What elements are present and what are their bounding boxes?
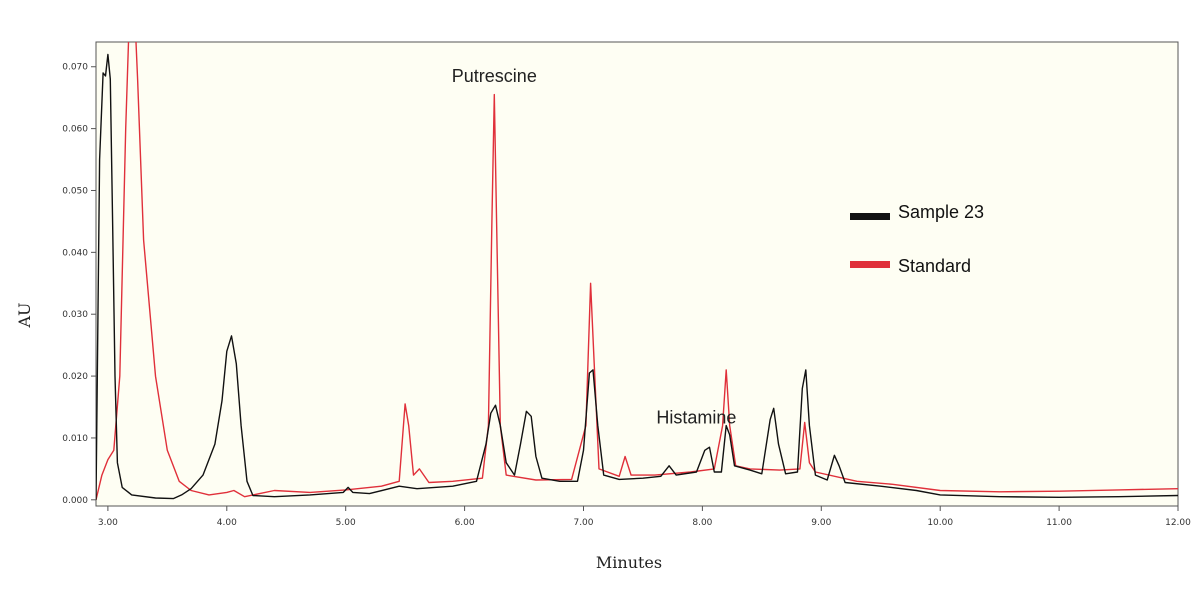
series-layer: [96, 42, 1178, 500]
y-tick-label: 0.010: [62, 434, 88, 444]
y-axis-title: AU: [15, 302, 34, 328]
x-tick-label: 5.00: [336, 518, 356, 528]
x-tick-label: 7.00: [573, 518, 593, 528]
x-tick-label: 12.00: [1165, 518, 1191, 528]
series-line-standard: [96, 42, 1178, 500]
y-tick-label: 0.020: [62, 372, 88, 382]
x-tick-label: 10.00: [927, 518, 953, 528]
legend-swatch-standard: [850, 261, 890, 268]
x-tick-label: 4.00: [217, 518, 237, 528]
plot-area: [95, 41, 1179, 507]
y-tick-label: 0.030: [62, 310, 88, 320]
x-axis-title: Minutes: [596, 553, 662, 572]
legend: Sample 23 Standard: [850, 202, 984, 276]
legend-label-standard: Standard: [898, 256, 971, 276]
y-tick-label: 0.060: [62, 125, 88, 135]
x-tick-label: 9.00: [811, 518, 831, 528]
series-line-sample-23: [96, 53, 1178, 500]
annotation-putrescine: Putrescine: [452, 66, 537, 86]
x-tick-label: 8.00: [692, 518, 712, 528]
y-tick-label: 0.040: [62, 248, 88, 258]
x-tick-label: 11.00: [1046, 518, 1072, 528]
annotations-layer: Putrescine Histamine: [452, 66, 737, 428]
y-tick-label: 0.070: [62, 63, 88, 73]
y-tick-label: 0.050: [62, 186, 88, 196]
legend-swatch-sample-23: [850, 213, 890, 220]
ticks-layer: 3.00 4.00 5.00 6.00 7.00 8.00 9.00 10.00 11.00 12…: [62, 63, 1191, 528]
legend-label-sample-23: Sample 23: [898, 202, 984, 222]
y-tick-label: 0.000: [62, 496, 88, 506]
x-tick-label: 6.00: [455, 518, 475, 528]
x-tick-label: 3.00: [98, 518, 118, 528]
annotation-histamine: Histamine: [656, 408, 736, 428]
